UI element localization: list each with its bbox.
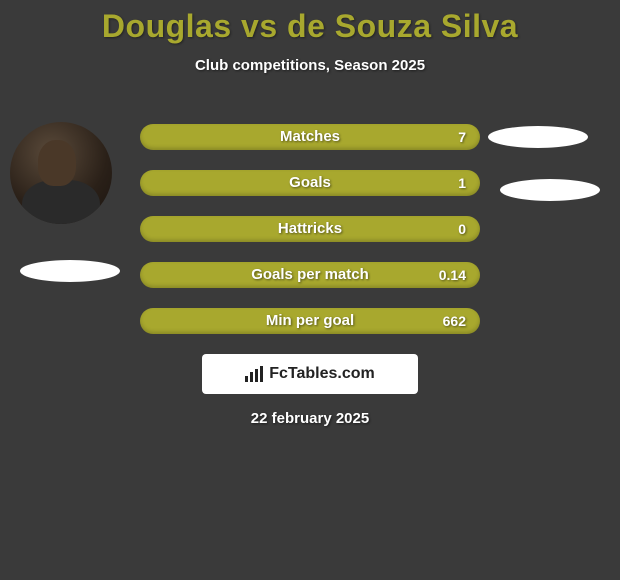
club-badge-left [20,260,120,282]
brand-text: FcTables.com [269,365,375,383]
stat-value: 0.14 [439,262,466,288]
stat-label: Matches [140,124,480,150]
stat-bar-goals-per-match: Goals per match 0.14 [140,262,480,288]
stat-bar-matches: Matches 7 [140,124,480,150]
stat-value: 1 [458,170,466,196]
stat-value: 7 [458,124,466,150]
player-avatar-left [10,122,112,224]
stat-label: Min per goal [140,308,480,334]
date-text: 22 february 2025 [0,410,620,427]
stat-bars: Matches 7 Goals 1 Hattricks 0 Goals per … [140,124,480,354]
avatar-silhouette-head [38,140,76,186]
stat-bar-goals: Goals 1 [140,170,480,196]
brand-chart-icon [245,366,263,382]
club-badge-right-1 [488,126,588,148]
stat-bar-hattricks: Hattricks 0 [140,216,480,242]
avatar-silhouette-body [22,180,100,224]
stat-label: Hattricks [140,216,480,242]
stat-value: 0 [458,216,466,242]
stat-label: Goals [140,170,480,196]
stat-value: 662 [443,308,466,334]
club-badge-right-2 [500,179,600,201]
brand-box: FcTables.com [202,354,418,394]
stat-label: Goals per match [140,262,480,288]
page-subtitle: Club competitions, Season 2025 [0,57,620,74]
stat-bar-min-per-goal: Min per goal 662 [140,308,480,334]
page-title: Douglas vs de Souza Silva [0,0,620,45]
